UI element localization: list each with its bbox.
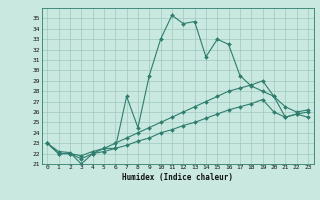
X-axis label: Humidex (Indice chaleur): Humidex (Indice chaleur)	[122, 173, 233, 182]
